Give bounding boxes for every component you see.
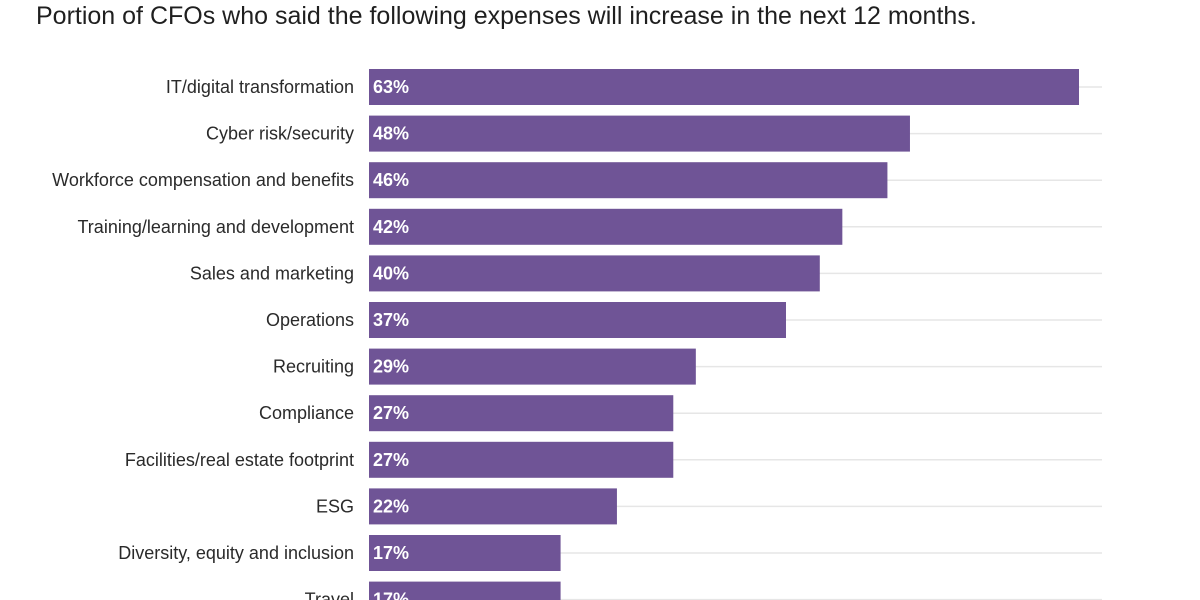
bar: [369, 162, 888, 199]
bar: [369, 115, 910, 152]
category-label: Diversity, equity and inclusion: [118, 543, 354, 563]
category-label: IT/digital transformation: [166, 77, 354, 97]
category-label: Cyber risk/security: [206, 124, 354, 144]
category-label: Travel: [305, 590, 354, 600]
category-label: Training/learning and development: [77, 217, 354, 237]
bar-value-label: 46%: [373, 170, 409, 190]
bar: [369, 302, 786, 338]
bar: [369, 441, 674, 478]
category-label: Compliance: [259, 403, 354, 423]
bar-value-label: 63%: [373, 77, 409, 97]
category-label: Workforce compensation and benefits: [52, 170, 354, 190]
bar: [369, 395, 674, 432]
category-label: Operations: [266, 310, 354, 330]
bar-value-label: 40%: [373, 263, 409, 283]
bar-value-label: 37%: [373, 310, 409, 330]
bar-value-label: 42%: [373, 217, 409, 237]
bar-value-label: 27%: [373, 450, 409, 470]
category-label: ESG: [316, 496, 354, 516]
bar-value-label: 27%: [373, 403, 409, 423]
bar: [369, 488, 617, 525]
bars: 63% 48% 46% 42% 40% 37% 29% 27% 27% 22% 17% 17%: [369, 69, 1080, 600]
bar-value-label: 17%: [373, 543, 409, 563]
chart-title: Portion of CFOs who said the following e…: [36, 2, 977, 30]
category-label: Recruiting: [273, 357, 354, 377]
bar: [369, 581, 561, 600]
bar-value-label: 22%: [373, 496, 409, 516]
bar: [369, 535, 561, 571]
category-label: Sales and marketing: [190, 263, 354, 283]
bar-value-label: 29%: [373, 357, 409, 377]
category-label: Facilities/real estate footprint: [125, 450, 354, 470]
bar-value-label: 48%: [373, 124, 409, 144]
bar: [369, 69, 1080, 105]
bar: [369, 208, 843, 245]
bar: [369, 348, 696, 385]
bar-value-label: 17%: [373, 590, 409, 600]
bar: [369, 255, 820, 292]
category-labels: IT/digital transformation Cyber risk/secu…: [52, 77, 354, 600]
